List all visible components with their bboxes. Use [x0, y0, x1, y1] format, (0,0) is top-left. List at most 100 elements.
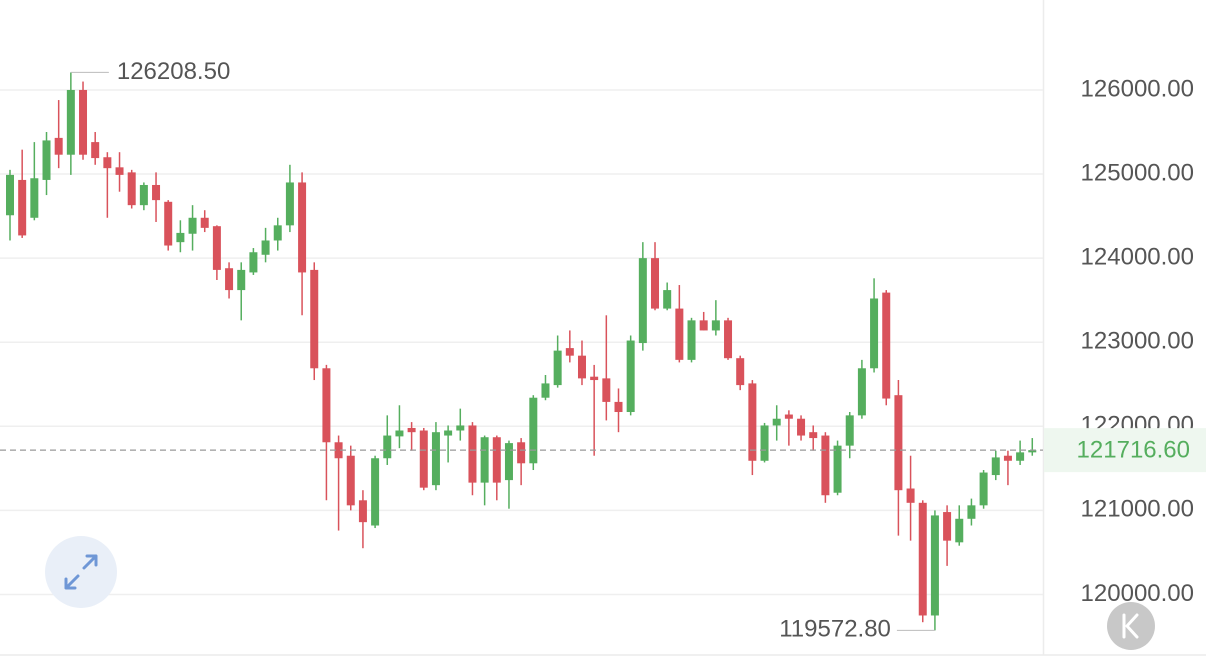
candle-body	[833, 445, 842, 493]
candle-body	[164, 201, 173, 246]
candle-body	[431, 432, 440, 486]
candles	[6, 72, 1037, 631]
candle-body	[419, 430, 428, 488]
candle-body	[602, 378, 611, 402]
candle-body	[663, 290, 672, 309]
candle-body	[955, 518, 964, 543]
candle-body	[943, 512, 952, 541]
candle-body	[894, 395, 903, 491]
min-label: 119572.80	[779, 616, 891, 643]
candle-body	[6, 174, 14, 216]
y-tick-label: 120000.00	[1081, 580, 1194, 607]
scroll-circle[interactable]	[1107, 602, 1155, 650]
candle-body	[480, 437, 489, 483]
candle-body	[772, 418, 781, 426]
candle-body	[176, 232, 185, 243]
candle-body	[249, 252, 258, 273]
candle-body	[444, 430, 453, 436]
candle-body	[383, 435, 392, 459]
candle-body	[614, 401, 623, 413]
y-tick-label: 124000.00	[1081, 243, 1194, 270]
candle-body	[212, 226, 221, 270]
candle-body	[724, 320, 733, 359]
expand-icon	[64, 554, 98, 590]
candle-body	[346, 455, 355, 506]
candle-body	[395, 430, 404, 437]
candle-body	[967, 505, 976, 519]
candle-body	[870, 298, 879, 369]
y-tick-label: 121000.00	[1081, 496, 1194, 523]
candle-body	[504, 443, 513, 481]
y-tick-label: 123000.00	[1081, 328, 1194, 355]
candle-body	[54, 137, 63, 155]
candle-body	[857, 368, 866, 416]
candle-body	[273, 225, 282, 241]
candle-body	[42, 140, 51, 180]
candle-body	[115, 167, 124, 175]
candle-body	[760, 425, 769, 461]
candle-body	[577, 355, 586, 379]
candle-body	[675, 308, 684, 360]
candle-body	[91, 142, 100, 159]
candle-body	[687, 320, 696, 360]
candle-body	[188, 217, 197, 234]
candle-body	[358, 500, 367, 523]
candle-body	[529, 397, 538, 464]
grid: 120000.00121000.00122000.00123000.001240…	[0, 75, 1194, 607]
scroll-icon	[1122, 613, 1139, 639]
scroll-latest-button[interactable]	[1107, 602, 1155, 650]
expand-button[interactable]	[45, 536, 117, 608]
candle-body	[310, 269, 319, 369]
candle-body	[991, 457, 1000, 476]
candle-body	[590, 376, 599, 381]
candle-body	[979, 472, 988, 506]
candle-body	[541, 383, 550, 398]
candle-body	[699, 320, 708, 331]
candle-body	[711, 320, 720, 331]
candle-body	[565, 348, 574, 356]
candle-body	[845, 415, 854, 446]
candle-body	[139, 184, 148, 206]
candle-body	[79, 89, 88, 155]
last-price-box	[1044, 428, 1206, 473]
candle-body	[225, 268, 234, 291]
candle-body	[736, 358, 745, 386]
candle-body	[784, 414, 793, 419]
y-tick-label: 125000.00	[1081, 159, 1194, 186]
expand-circle[interactable]	[45, 536, 117, 608]
candle-body	[322, 368, 331, 443]
y-tick-label: 126000.00	[1081, 75, 1194, 102]
candle-body	[651, 258, 660, 309]
candle-body	[1003, 455, 1012, 461]
candle-body	[237, 269, 246, 291]
candle-body	[809, 432, 818, 439]
candle-body	[18, 179, 27, 236]
candle-body	[638, 258, 647, 344]
candle-body	[1028, 450, 1037, 453]
max-label: 126208.50	[117, 58, 230, 85]
candle-body	[797, 418, 806, 436]
candle-body	[30, 178, 39, 218]
candle-body	[261, 240, 270, 255]
candle-body	[553, 350, 562, 386]
candle-body	[918, 502, 927, 616]
candle-body	[906, 488, 915, 503]
candle-body	[748, 383, 757, 461]
candle-body	[103, 157, 112, 169]
candle-body	[492, 437, 501, 483]
candle-body	[882, 292, 891, 399]
candle-body	[66, 89, 75, 155]
candle-body	[371, 458, 380, 526]
candle-body	[152, 184, 161, 201]
last-price-label: 121716.60	[1077, 436, 1190, 463]
candle-body	[930, 515, 939, 616]
candle-body	[456, 425, 465, 431]
overlay: 126208.50 119572.80 121716.60	[0, 58, 1206, 643]
candle-body	[1016, 452, 1025, 461]
candle-body	[285, 182, 294, 226]
candle-body	[407, 427, 416, 433]
candle-body	[334, 442, 343, 459]
candle-body	[468, 425, 477, 483]
candle-body	[821, 435, 830, 496]
